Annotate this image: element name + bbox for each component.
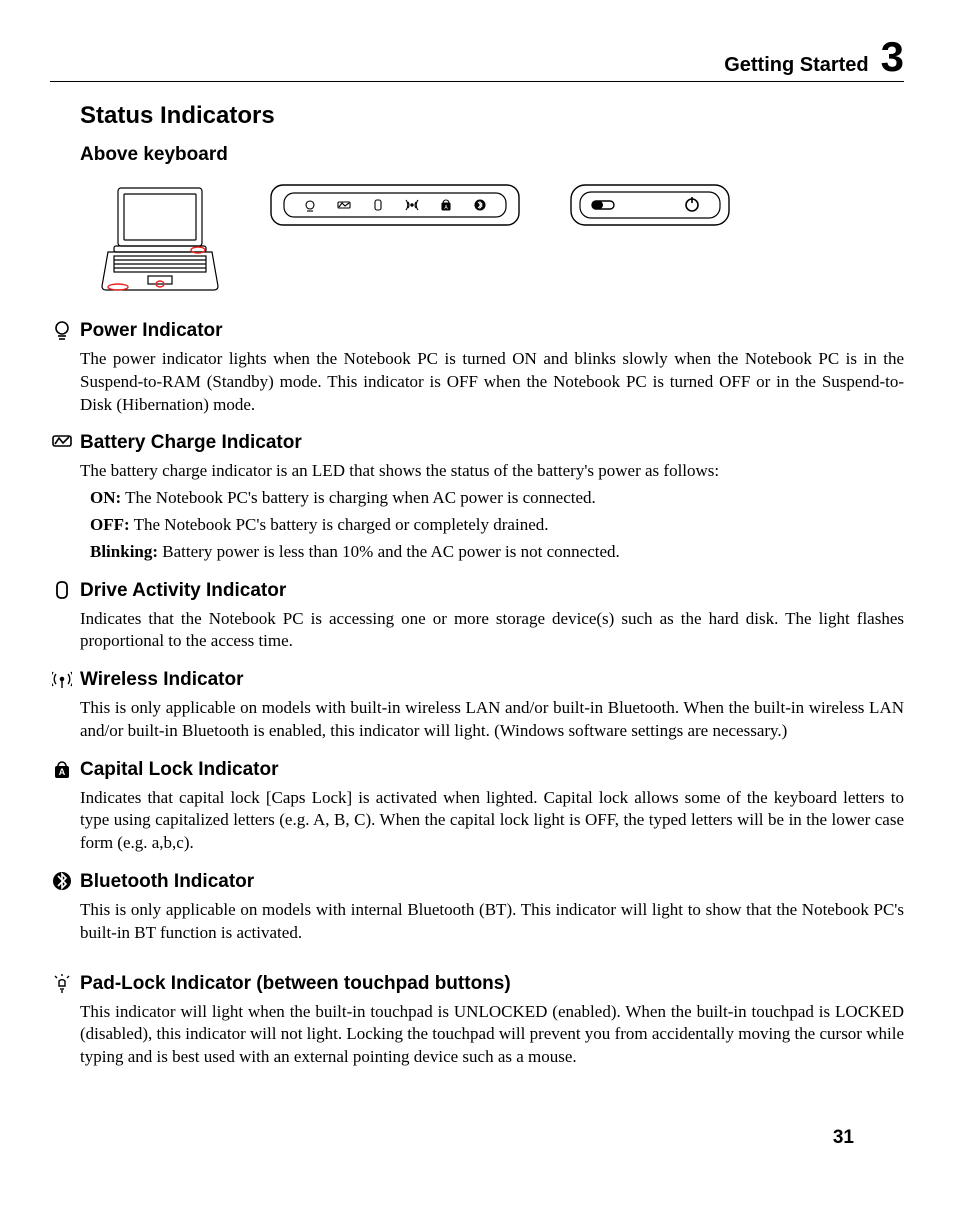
drive-icon (50, 580, 74, 609)
section-body: This is only applicable on models with i… (80, 899, 904, 945)
section-body: This indicator will light when the built… (80, 1001, 904, 1070)
section-power: Power Indicator The power indicator light… (80, 318, 904, 416)
state-row: OFF: The Notebook PC's battery is charge… (90, 514, 904, 537)
section-body: Indicates that the Notebook PC is access… (80, 608, 904, 654)
state-text: The Notebook PC's battery is charged or … (134, 515, 549, 534)
chapter-title: Getting Started (724, 52, 868, 79)
section-subtitle: Above keyboard (80, 142, 904, 168)
section-heading: Power Indicator (80, 318, 904, 344)
section-heading: Drive Activity Indicator (80, 578, 904, 604)
capslock-icon (50, 759, 74, 788)
power-panel-figure (570, 184, 730, 226)
section-body: The battery charge indicator is an LED t… (80, 460, 904, 483)
indicator-panel-figure: A (270, 184, 520, 226)
bulb-icon (50, 320, 74, 349)
state-label: Blinking: (90, 542, 158, 561)
state-text: The Notebook PC's battery is charging wh… (125, 488, 596, 507)
section-heading: Pad-Lock Indicator (between touchpad but… (80, 971, 904, 997)
section-drive: Drive Activity Indicator Indicates that t… (80, 578, 904, 654)
bluetooth-icon (50, 871, 74, 900)
section-heading: Wireless Indicator (80, 667, 904, 693)
section-heading: Capital Lock Indicator (80, 757, 904, 783)
section-body: Indicates that capital lock [Caps Lock] … (80, 787, 904, 856)
state-list: ON: The Notebook PC's battery is chargin… (90, 487, 904, 564)
page-number: 31 (833, 1125, 854, 1151)
section-wireless: Wireless Indicator This is only applicabl… (80, 667, 904, 743)
sections-container: Power Indicator The power indicator light… (80, 318, 904, 1069)
section-padlock: Pad-Lock Indicator (between touchpad but… (80, 971, 904, 1069)
battery-icon (50, 432, 74, 461)
page-title: Status Indicators (80, 100, 904, 132)
padlock-bulb-icon (50, 973, 74, 1002)
wireless-icon (50, 669, 74, 698)
section-heading: Battery Charge Indicator (80, 430, 904, 456)
figure-row: A (80, 184, 904, 294)
chapter-number: 3 (881, 40, 904, 74)
section-capslock: Capital Lock Indicator Indicates that cap… (80, 757, 904, 855)
state-label: OFF: (90, 515, 130, 534)
section-battery: Battery Charge Indicator The battery char… (80, 430, 904, 563)
section-heading: Bluetooth Indicator (80, 869, 904, 895)
page-header: Getting Started 3 (50, 40, 904, 82)
state-label: ON: (90, 488, 121, 507)
state-text: Battery power is less than 10% and the A… (162, 542, 619, 561)
laptop-figure (100, 184, 220, 294)
section-bluetooth: Bluetooth Indicator This is only applicab… (80, 869, 904, 945)
state-row: Blinking: Battery power is less than 10%… (90, 541, 904, 564)
section-body: This is only applicable on models with b… (80, 697, 904, 743)
section-body: The power indicator lights when the Note… (80, 348, 904, 417)
state-row: ON: The Notebook PC's battery is chargin… (90, 487, 904, 510)
